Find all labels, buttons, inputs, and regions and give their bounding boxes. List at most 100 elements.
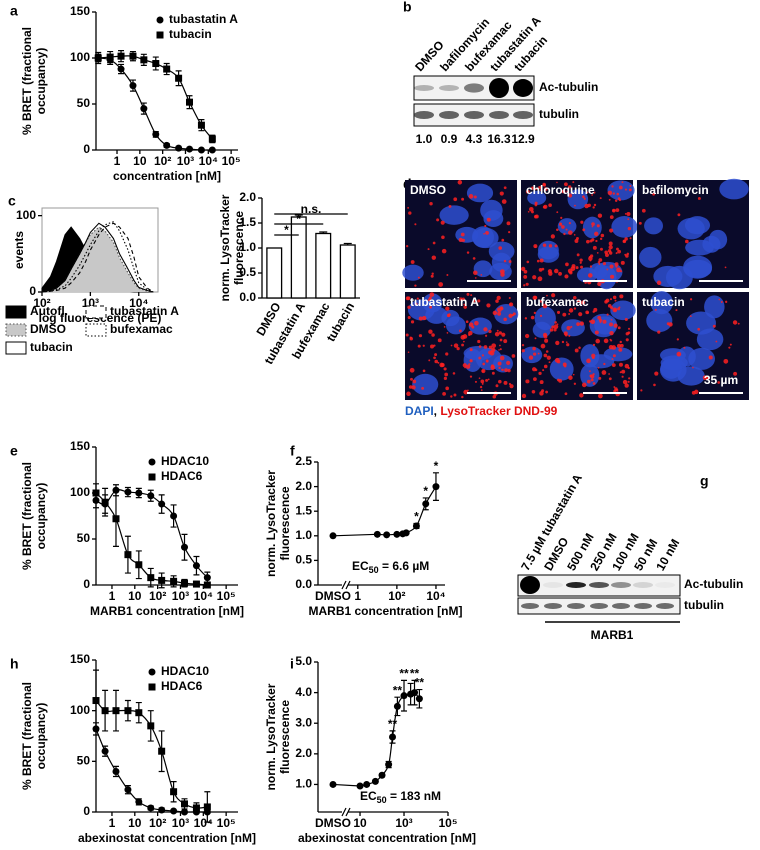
lysosome [407,305,411,309]
micrograph-label: chloroquine [526,183,595,197]
x-tick-label: 10 [353,816,367,830]
legend-label: tubacin [30,340,73,354]
x-tick-label: 10 [133,154,147,168]
lysosome [610,319,613,321]
lysosome [462,363,467,368]
lysosome [411,385,416,390]
lysosome [462,334,468,339]
x-axis-label: concentration [nM] [113,169,221,183]
lysosome [414,302,418,306]
significance-label: n.s. [301,202,322,216]
lysosome [477,339,481,344]
legend-label: Autofl. [30,304,68,318]
lysosome [430,344,434,349]
nucleus [719,178,749,200]
lysosome [653,383,656,387]
lysosome [521,343,525,347]
x-tick-label: 10⁵ [217,589,236,603]
lysosome [615,265,618,268]
lysosome [440,220,445,225]
lysosome [473,195,477,199]
quantification-label: 1.0 [416,132,433,146]
lysosome [567,230,573,235]
lysosome [729,343,732,346]
lysosome [482,362,486,366]
lysosome [412,379,417,384]
lysosome [579,261,582,264]
y-tick-label: 2.0 [239,190,256,204]
lysosome [468,322,474,327]
x-axis-label: MARB1 concentration [nM] [309,604,463,618]
lysosome [548,244,553,248]
lysosome [439,362,445,368]
legend-marker [148,683,156,691]
lysosome [481,354,484,357]
x-tick-label: 10³ [172,816,189,830]
legend-swatch [5,305,27,319]
blot-band [439,85,459,91]
lysosome [520,266,526,272]
marker [129,82,137,90]
lysosome [614,199,618,202]
lysosome [617,197,621,200]
lysosome [523,284,526,287]
nucleus [483,210,504,228]
lysosome [595,338,601,344]
lysosome [524,317,528,320]
marker [147,492,155,500]
lysosome [541,267,545,271]
lysosome [549,328,554,332]
nucleus [527,190,547,206]
lysosome [495,299,499,303]
nucleus [708,229,728,250]
micrograph-label: tubacin [642,295,685,309]
lysosome [579,258,583,262]
lysosome [615,252,618,255]
marker [356,782,364,790]
lysosome [619,294,624,299]
lysosome [558,271,562,276]
lysosome [457,180,463,185]
lysosome [556,323,559,326]
annotation-part: EC [352,559,369,573]
lysosome [562,312,567,317]
legend-marker [156,31,164,39]
marker [170,577,178,585]
lysosome [526,260,530,264]
lysosome [407,315,411,320]
nucleus [534,306,556,331]
lysosome [606,268,609,271]
lysosome [591,225,594,228]
row-label: Ac-tubulin [684,577,743,591]
blot-band [656,603,674,609]
lysosome [535,187,538,190]
lysosome [566,190,569,193]
y-tick-label: 2.5 [295,454,312,468]
x-tick-label: 10³ [177,154,194,168]
lysosome [524,333,530,339]
lysosome [587,273,593,278]
lysosome [592,382,596,385]
lysosome [452,372,456,375]
lysosome [525,189,530,194]
y-tick-label: 1.5 [295,503,312,517]
marker [192,804,200,812]
error-bar [294,214,303,217]
point-label: ** [415,676,425,690]
nucleus [439,205,469,225]
lysosome [495,384,499,388]
blot-band [513,111,533,119]
marker [152,60,160,68]
row-label: tubulin [684,598,724,612]
lysosome [421,386,425,390]
lysosome [501,199,507,204]
lysosome [488,329,492,334]
x-tick-label: 10² [154,154,171,168]
lysosome [437,338,442,343]
lysosome [434,359,439,364]
lysosome [405,333,409,337]
bar [339,244,356,299]
nucleus [646,309,673,333]
lysosome [484,224,487,228]
